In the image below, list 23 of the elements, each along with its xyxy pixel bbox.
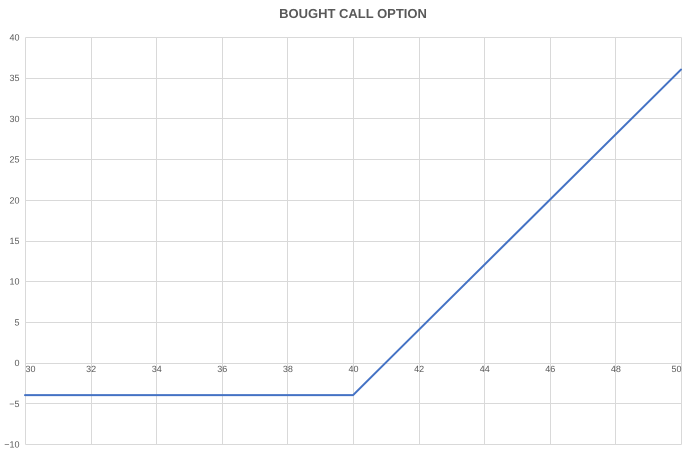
y-tick-label: 5 xyxy=(14,317,20,328)
chart-title: BOUGHT CALL OPTION xyxy=(279,6,427,21)
y-tick-label: 0 xyxy=(14,358,20,368)
x-tick-label: 42 xyxy=(414,364,424,374)
x-tick-label: 34 xyxy=(152,364,162,374)
x-tick-label: 30 xyxy=(26,364,36,374)
y-tick-label: −5 xyxy=(9,398,20,409)
y-tick-label: −10 xyxy=(4,440,20,450)
x-tick-label: 50 xyxy=(671,364,682,374)
x-tick-label: 44 xyxy=(480,364,490,374)
y-tick-label: 25 xyxy=(9,154,20,165)
x-tick-label: 40 xyxy=(348,364,359,374)
y-tick-label: 20 xyxy=(9,195,20,206)
x-tick-label: 48 xyxy=(610,364,621,374)
y-tick-label: 10 xyxy=(9,276,20,287)
x-tick-label: 38 xyxy=(282,364,293,374)
x-tick-label: 46 xyxy=(545,364,556,374)
y-tick-label: 35 xyxy=(9,73,20,84)
x-tick-label: 32 xyxy=(86,364,96,374)
y-tick-label: 30 xyxy=(9,114,20,124)
y-tick-label: 15 xyxy=(9,236,20,246)
x-tick-label: 36 xyxy=(217,364,228,374)
y-tick-label: 40 xyxy=(9,32,20,42)
